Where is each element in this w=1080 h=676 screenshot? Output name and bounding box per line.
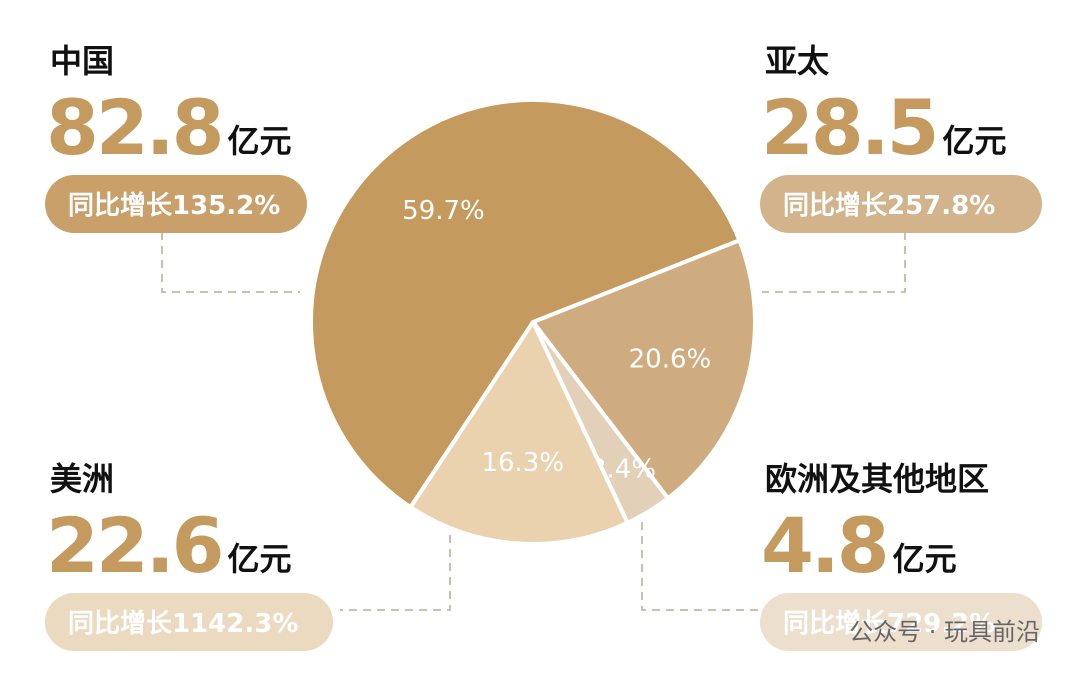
- pie-slice: [407, 317, 631, 546]
- growth: 同比增长135.2%: [68, 190, 280, 221]
- watermark: 公众号 · 玩具前沿: [849, 618, 1040, 646]
- growth-pill: [760, 593, 1042, 651]
- growth: 同比增长729.2%: [783, 608, 995, 639]
- slice-label: 20.6%: [629, 344, 712, 374]
- growth-pill: [760, 175, 1042, 233]
- growth-pill: [45, 593, 333, 651]
- unit: 亿元: [893, 540, 957, 578]
- connectors: [161, 232, 906, 611]
- growth: 同比增长1142.3%: [68, 608, 298, 639]
- pie: 20.6%3.4%16.3%59.7%: [309, 98, 757, 546]
- amount: 22.6: [46, 501, 222, 590]
- unit: 亿元: [943, 122, 1007, 160]
- unit: 亿元: [228, 122, 292, 160]
- growth: 同比增长257.8%: [783, 190, 995, 221]
- slice-label: 59.7%: [402, 196, 485, 226]
- slice-label: 16.3%: [481, 448, 564, 478]
- region-name: 亚太: [765, 42, 829, 80]
- unit: 亿元: [228, 540, 292, 578]
- pie-slice: [309, 98, 743, 510]
- connector: [340, 535, 451, 611]
- growth-pill: [45, 175, 307, 233]
- connector: [161, 232, 300, 293]
- amount: 28.5: [761, 83, 937, 172]
- region-name: 欧洲及其他地区: [765, 460, 989, 498]
- amount: 82.8: [46, 83, 222, 172]
- pie-slice: [529, 237, 757, 502]
- region-name: 中国: [50, 42, 114, 80]
- connector: [641, 522, 765, 611]
- region-name: 美洲: [50, 460, 114, 498]
- connector: [762, 232, 906, 293]
- amount: 4.8: [761, 501, 887, 590]
